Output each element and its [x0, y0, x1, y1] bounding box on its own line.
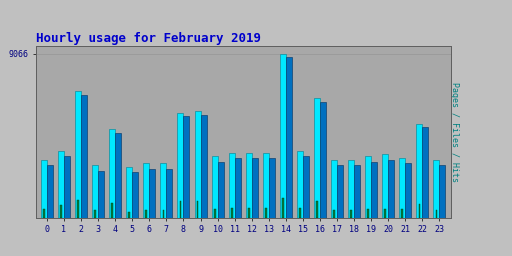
Bar [422, 127, 429, 218]
Bar [382, 154, 388, 218]
Bar [350, 210, 352, 218]
Bar [41, 160, 47, 218]
Bar [166, 169, 173, 218]
Bar [132, 173, 138, 218]
Bar [365, 156, 371, 218]
Bar [178, 113, 183, 218]
Bar [58, 151, 64, 218]
Bar [252, 158, 258, 218]
Bar [150, 169, 155, 218]
Bar [43, 209, 45, 218]
Bar [195, 111, 201, 218]
Bar [286, 57, 292, 218]
Bar [348, 160, 354, 218]
Bar [406, 163, 411, 218]
Bar [75, 91, 81, 218]
Bar [47, 165, 53, 218]
Bar [367, 209, 369, 218]
Bar [109, 129, 115, 218]
Bar [180, 201, 181, 218]
Bar [434, 160, 439, 218]
Bar [436, 210, 437, 218]
Bar [314, 99, 320, 218]
Bar [92, 165, 98, 218]
Bar [316, 201, 318, 218]
Bar [331, 160, 337, 218]
Bar [129, 212, 130, 218]
Bar [388, 160, 394, 218]
Bar [248, 208, 250, 218]
Bar [98, 171, 104, 218]
Bar [111, 203, 113, 218]
Bar [201, 115, 206, 218]
Bar [64, 156, 70, 218]
Bar [126, 167, 132, 218]
Bar [299, 208, 301, 218]
Bar [234, 158, 241, 218]
Bar [162, 210, 164, 218]
Bar [211, 156, 218, 218]
Bar [439, 165, 445, 218]
Bar [214, 209, 216, 218]
Bar [229, 153, 234, 218]
Bar [265, 208, 267, 218]
Bar [333, 210, 335, 218]
Bar [320, 102, 326, 218]
Bar [160, 163, 166, 218]
Bar [401, 209, 403, 218]
Bar [145, 210, 147, 218]
Bar [246, 153, 252, 218]
Bar [416, 124, 422, 218]
Bar [297, 151, 303, 218]
Y-axis label: Pages / Files / Hits: Pages / Files / Hits [450, 82, 459, 182]
Bar [354, 165, 360, 218]
Bar [183, 116, 189, 218]
Bar [418, 204, 420, 218]
Bar [60, 205, 62, 218]
Bar [399, 158, 406, 218]
Bar [263, 153, 269, 218]
Bar [337, 165, 343, 218]
Bar [77, 199, 79, 218]
Text: Hourly usage for February 2019: Hourly usage for February 2019 [36, 32, 261, 45]
Bar [303, 156, 309, 218]
Bar [81, 95, 87, 218]
Bar [385, 209, 386, 218]
Bar [280, 54, 286, 218]
Bar [218, 162, 224, 218]
Bar [115, 133, 121, 218]
Bar [231, 208, 232, 218]
Bar [197, 201, 199, 218]
Bar [269, 158, 275, 218]
Bar [94, 210, 96, 218]
Bar [143, 163, 150, 218]
Bar [371, 162, 377, 218]
Bar [282, 198, 284, 218]
